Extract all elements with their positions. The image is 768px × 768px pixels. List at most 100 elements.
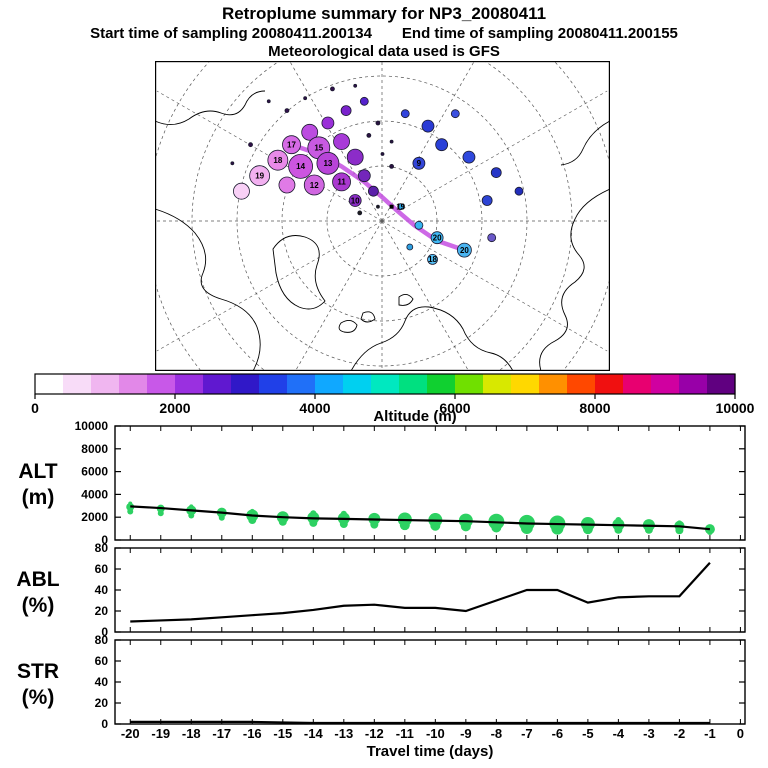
alt-marker: [128, 501, 133, 506]
alt-marker: [432, 513, 439, 520]
colorbar-segment: [315, 374, 344, 394]
map-point: [267, 149, 289, 171]
map-point: [230, 161, 235, 166]
colorbar-tick-label: 0: [31, 400, 39, 416]
map-point: [389, 164, 395, 169]
map-point: [357, 210, 363, 216]
alt-marker: [370, 520, 379, 529]
coastline: [360, 311, 376, 323]
alt-ytick-label: 6000: [81, 465, 108, 479]
map-point-label: 18: [273, 156, 282, 165]
map-point: [414, 220, 424, 230]
colorbar-segment: [679, 374, 708, 394]
alt-ytick-label: 4000: [81, 487, 108, 501]
coastline: [539, 188, 609, 370]
meridian-line: [381, 220, 608, 352]
map-point: [462, 150, 476, 164]
alt-marker: [554, 515, 561, 522]
alt-marker: [248, 516, 257, 525]
map-point: [430, 231, 444, 245]
abl-ytick-label: 60: [95, 562, 109, 576]
colorbar-tick-label: 10000: [716, 400, 755, 416]
alt-marker: [399, 520, 410, 531]
colorbar-segment: [119, 374, 148, 394]
x-tick-label: -12: [365, 726, 384, 741]
meridian-line: [156, 220, 383, 352]
alt-marker: [218, 514, 225, 521]
x-tick-label: -10: [426, 726, 445, 741]
colorbar-segment: [63, 374, 92, 394]
figure-title: Retroplume summary for NP3_20080411: [221, 4, 547, 23]
alt-marker: [677, 520, 682, 525]
coastline: [560, 121, 609, 166]
map-point-label: 15: [314, 144, 323, 153]
graticule: [156, 62, 609, 370]
station-marker: [389, 204, 394, 209]
coastlines: [156, 90, 609, 370]
alt-marker: [582, 524, 593, 535]
abl-panel-unit: (%): [22, 594, 55, 617]
colorbar-segment: [175, 374, 204, 394]
alt-ytick-label: 0: [101, 533, 108, 547]
abl-line: [130, 561, 711, 623]
alt-marker: [520, 522, 533, 535]
alt-marker: [551, 522, 564, 535]
str-line: [130, 720, 710, 725]
abl-panel-box: [114, 547, 746, 633]
alt-marker: [430, 520, 441, 531]
map-point: [330, 86, 335, 92]
map-point-label: 19: [396, 203, 405, 212]
map-point: [348, 194, 362, 207]
alt-marker: [250, 508, 255, 513]
map-point: [321, 116, 335, 130]
alt-marker: [278, 517, 287, 526]
colorbar-tick-label: 6000: [439, 400, 470, 416]
map-point-label: 11: [337, 178, 346, 187]
colorbar-title: Altitude (m): [373, 408, 456, 424]
map-point: [340, 105, 352, 116]
map-point: [435, 138, 449, 152]
map-point: [278, 176, 296, 194]
colorbar-segment: [511, 374, 540, 394]
map-point: [397, 203, 405, 211]
map-point: [346, 148, 364, 166]
alt-marker: [675, 526, 684, 535]
coastline: [272, 235, 326, 310]
map-point: [490, 167, 502, 178]
x-tick-label: -6: [552, 726, 564, 741]
map-point: [353, 83, 358, 88]
colorbar-segment: [259, 374, 288, 394]
x-tick-label: -4: [613, 726, 625, 741]
coastline: [398, 294, 414, 306]
map-point: [514, 186, 524, 196]
alt-marker: [491, 522, 502, 533]
colorbar-tick-label: 8000: [579, 400, 610, 416]
colorbar-segment: [147, 374, 176, 394]
map-point: [487, 233, 497, 243]
coastline: [156, 90, 266, 125]
alt-marker: [188, 512, 195, 519]
alt-marker: [614, 525, 623, 534]
map-point: [406, 243, 414, 251]
map-point: [282, 135, 301, 155]
map-point: [332, 172, 351, 192]
colorbar-tick-label: 4000: [299, 400, 330, 416]
alt-marker: [339, 520, 348, 529]
coastline: [338, 320, 358, 333]
map-point: [367, 185, 379, 197]
map-point: [389, 139, 394, 144]
meridian-line: [381, 90, 608, 222]
meridian-line: [156, 90, 383, 222]
map-point: [375, 120, 381, 126]
map-point-label: 17: [287, 141, 296, 150]
colorbar-segment: [287, 374, 316, 394]
str-panel-box: [114, 639, 746, 725]
str-ytick-label: 80: [95, 633, 109, 647]
colorbar-frame: [34, 373, 736, 395]
meridian-line: [295, 220, 383, 370]
map-border: [155, 61, 610, 371]
map-point-label: 10: [351, 196, 360, 205]
map-point-label: 18: [428, 255, 437, 264]
map-point-label: 12: [310, 181, 319, 190]
str-ytick-label: 0: [101, 717, 108, 731]
